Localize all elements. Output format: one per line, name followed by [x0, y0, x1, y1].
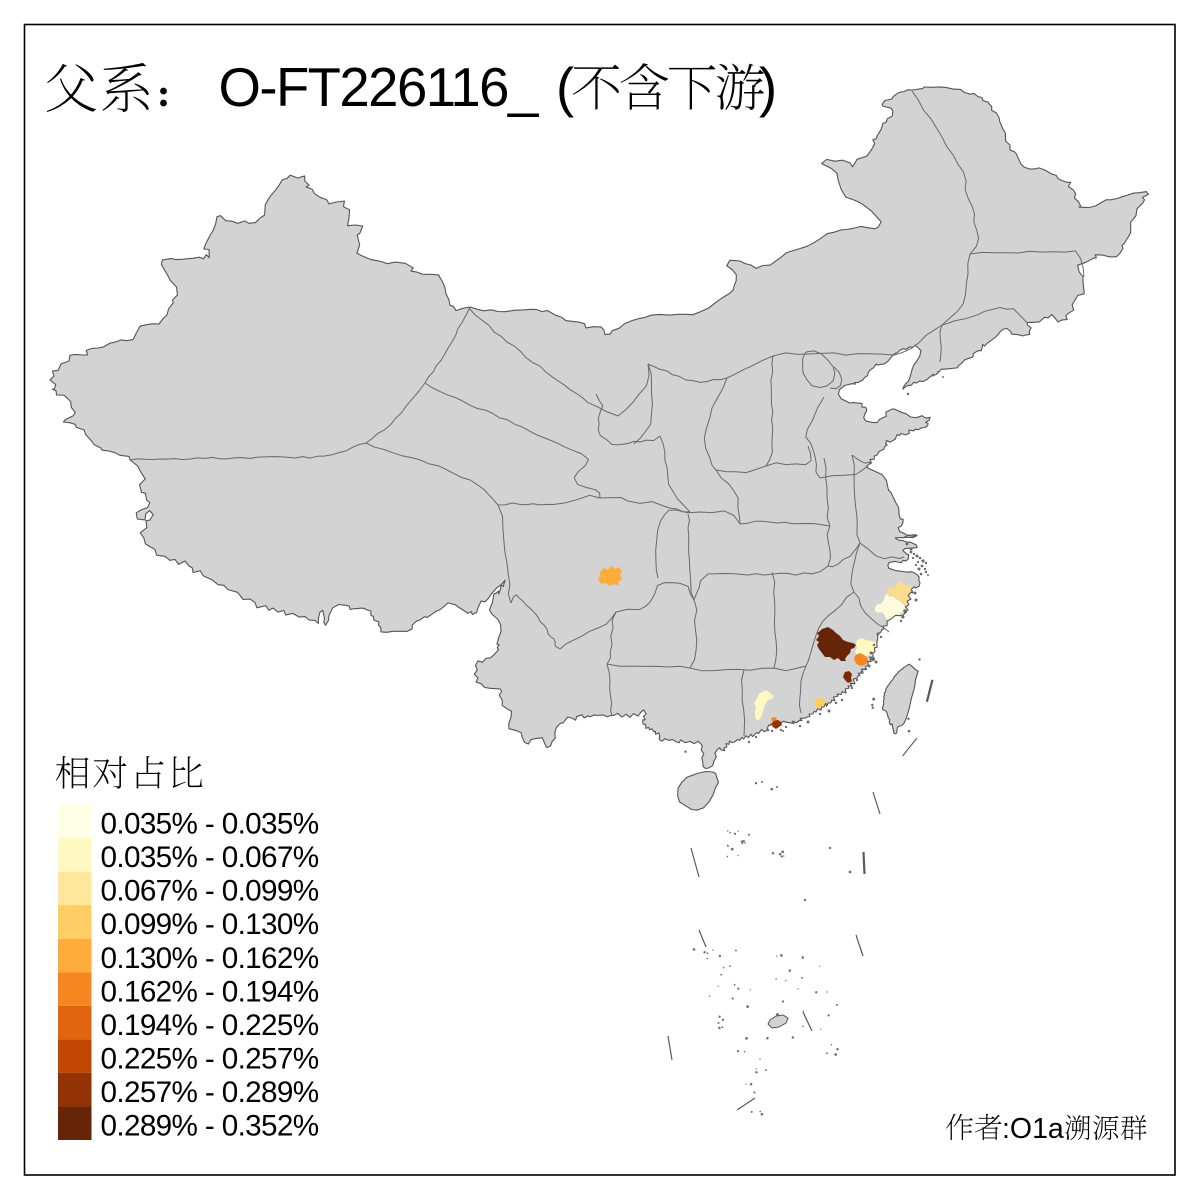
- svg-text:0.257% - 0.289%: 0.257% - 0.289%: [101, 1076, 319, 1109]
- svg-text:0.194% - 0.225%: 0.194% - 0.225%: [101, 1009, 319, 1042]
- svg-text::O1a: :O1a: [1002, 1113, 1064, 1145]
- svg-text:0.035% - 0.067%: 0.035% - 0.067%: [101, 841, 319, 874]
- svg-text:0.162% - 0.194%: 0.162% - 0.194%: [101, 975, 319, 1008]
- svg-text:0.130% - 0.162%: 0.130% - 0.162%: [101, 942, 319, 975]
- svg-text:0.067% - 0.099%: 0.067% - 0.099%: [101, 875, 319, 908]
- svg-text:): ): [759, 57, 777, 118]
- svg-text:0.035% - 0.035%: 0.035% - 0.035%: [101, 808, 319, 841]
- svg-text:0.289% - 0.352%: 0.289% - 0.352%: [101, 1110, 319, 1143]
- svg-text:0.099% - 0.130%: 0.099% - 0.130%: [101, 908, 319, 941]
- svg-text:O-FT226116_: O-FT226116_: [219, 57, 539, 118]
- svg-text:(: (: [556, 57, 574, 118]
- svg-text:0.225% - 0.257%: 0.225% - 0.257%: [101, 1042, 319, 1075]
